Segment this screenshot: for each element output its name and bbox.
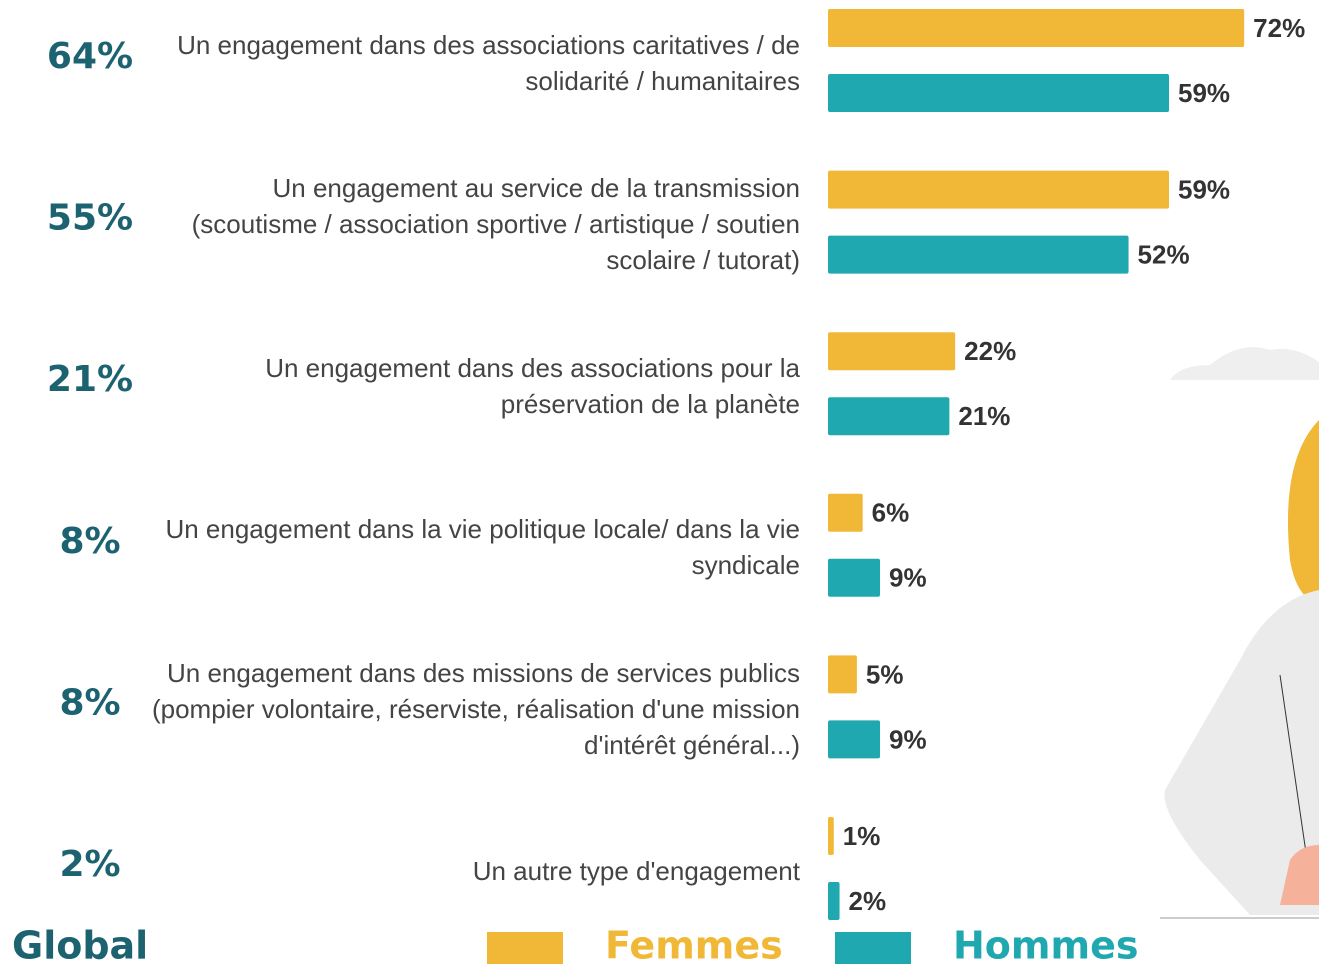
value-label: 1%: [843, 821, 881, 851]
bar: [828, 74, 1170, 112]
category-label: Un engagement dans des associations cari…: [177, 29, 800, 96]
global-value: 55%: [47, 198, 133, 239]
value-label: 22%: [964, 336, 1016, 366]
global-value: 64%: [47, 36, 133, 77]
bar: [828, 397, 950, 436]
bar: [828, 170, 1170, 209]
value-label: 52%: [1138, 239, 1190, 269]
bar: [828, 882, 840, 920]
bar: [828, 493, 863, 532]
bar: [828, 558, 881, 597]
category-label: Un autre type d'engagement: [472, 855, 800, 886]
value-label: 6%: [872, 498, 910, 528]
category-label: Un engagement dans des associations pour…: [265, 352, 800, 419]
global-value: 8%: [59, 682, 120, 723]
illustration: [1160, 347, 1319, 919]
bar: [828, 9, 1245, 47]
value-label: 5%: [866, 659, 904, 689]
value-label: 72%: [1253, 13, 1305, 43]
global-value: 2%: [59, 844, 120, 885]
category-label: Un engagement au service de la transmiss…: [191, 173, 800, 276]
bar: [828, 235, 1129, 274]
value-label: 59%: [1178, 174, 1230, 204]
bar: [828, 817, 834, 855]
legend-swatch: [835, 932, 911, 964]
category-label: Un engagement dans des missions de servi…: [151, 657, 800, 760]
value-label: 59%: [1178, 78, 1230, 108]
legend-label: Hommes: [953, 924, 1139, 965]
bar: [828, 720, 881, 759]
global-legend: Global: [12, 924, 148, 965]
value-label: 2%: [849, 886, 887, 916]
value-label: 9%: [889, 724, 927, 754]
legend-label: Femmes: [605, 924, 783, 965]
bar: [828, 655, 857, 694]
category-label: Un engagement dans la vie politique loca…: [165, 514, 800, 581]
global-value: 21%: [47, 359, 133, 400]
global-value: 8%: [59, 521, 120, 562]
value-label: 21%: [958, 401, 1010, 431]
bar: [828, 332, 956, 371]
value-label: 9%: [889, 563, 927, 593]
legend-swatch: [487, 932, 563, 964]
